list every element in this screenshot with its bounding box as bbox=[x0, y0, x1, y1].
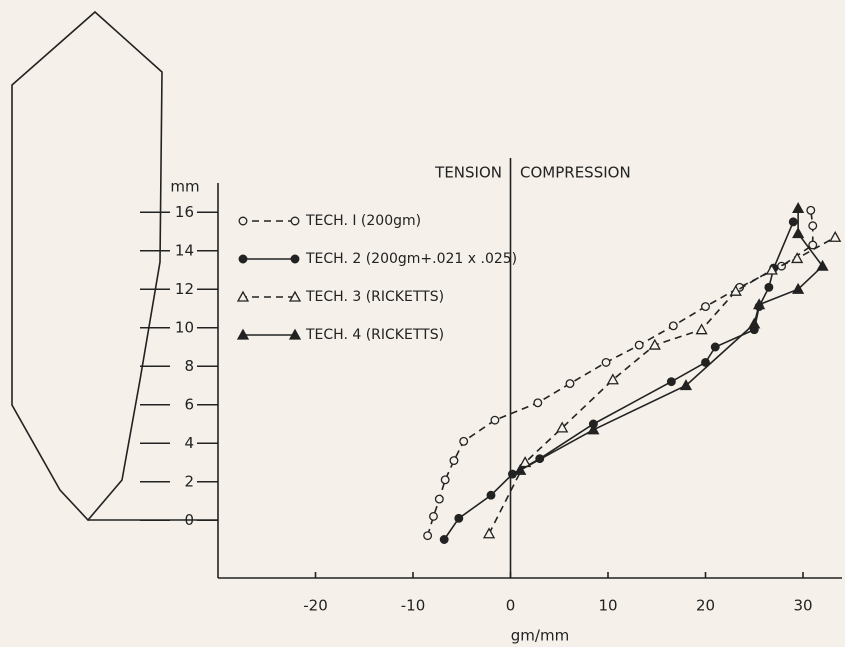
legend-marker bbox=[239, 255, 247, 263]
legend-marker bbox=[291, 217, 299, 225]
y-tick-label: 2 bbox=[184, 472, 194, 490]
data-point bbox=[793, 203, 803, 212]
data-point bbox=[436, 495, 444, 503]
legend-label: TECH. 3 (RICKETTS) bbox=[305, 289, 444, 305]
data-point bbox=[670, 322, 678, 330]
data-point bbox=[697, 325, 707, 334]
data-point bbox=[789, 218, 797, 226]
tooth-outline bbox=[12, 12, 162, 520]
data-point bbox=[807, 207, 815, 215]
data-point bbox=[491, 416, 499, 424]
data-point bbox=[534, 399, 542, 407]
y-tick-label: 14 bbox=[175, 241, 194, 259]
y-tick-label: 4 bbox=[184, 434, 194, 452]
x-tick-label: 10 bbox=[598, 597, 617, 615]
data-point bbox=[765, 284, 773, 292]
data-point bbox=[602, 359, 610, 367]
data-point bbox=[566, 380, 574, 388]
data-point bbox=[487, 491, 495, 499]
x-tick-label: -20 bbox=[303, 597, 328, 615]
legend-label: TECH. I (200gm) bbox=[305, 213, 421, 229]
y-tick-label: 0 bbox=[184, 511, 194, 529]
x-tick-label: 0 bbox=[506, 597, 516, 615]
y-tick-label: 12 bbox=[175, 280, 194, 298]
data-point bbox=[702, 303, 710, 311]
data-point bbox=[440, 536, 448, 544]
data-point bbox=[792, 253, 802, 262]
data-point bbox=[809, 222, 817, 230]
y-tick-label: 8 bbox=[184, 357, 194, 375]
y-tick-label: 16 bbox=[175, 203, 194, 221]
legend-marker bbox=[291, 255, 299, 263]
data-point bbox=[424, 532, 432, 540]
x-tick-label: -10 bbox=[401, 597, 426, 615]
data-point bbox=[455, 515, 463, 523]
y-axis-label: mm bbox=[170, 178, 199, 196]
data-point bbox=[793, 228, 803, 237]
chart: mm gm/mm TENSION COMPRESSION 0 2 4 6 8 10 12 14… bbox=[0, 0, 845, 647]
data-point bbox=[430, 513, 438, 521]
data-point bbox=[450, 457, 458, 465]
data-point bbox=[749, 319, 759, 328]
legend-marker bbox=[239, 217, 247, 225]
data-point bbox=[441, 476, 449, 484]
data-point bbox=[668, 378, 676, 386]
annotation: TENSION bbox=[434, 164, 502, 182]
x-axis-label: gm/mm bbox=[511, 627, 569, 645]
data-point bbox=[460, 438, 468, 446]
legend-label: TECH. 4 (RICKETTS) bbox=[305, 327, 444, 343]
data-point bbox=[711, 343, 719, 351]
annotation: COMPRESSION bbox=[520, 164, 631, 182]
x-tick-label: 20 bbox=[696, 597, 715, 615]
data-point bbox=[635, 341, 643, 349]
y-tick-label: 6 bbox=[184, 395, 194, 413]
series-line bbox=[489, 237, 835, 533]
series-line bbox=[444, 222, 793, 540]
data-point bbox=[484, 529, 494, 538]
y-tick-label: 10 bbox=[175, 318, 194, 336]
data-point bbox=[830, 232, 840, 241]
legend-label: TECH. 2 (200gm+.021 x .025) bbox=[305, 251, 517, 267]
x-tick-label: 30 bbox=[793, 597, 812, 615]
